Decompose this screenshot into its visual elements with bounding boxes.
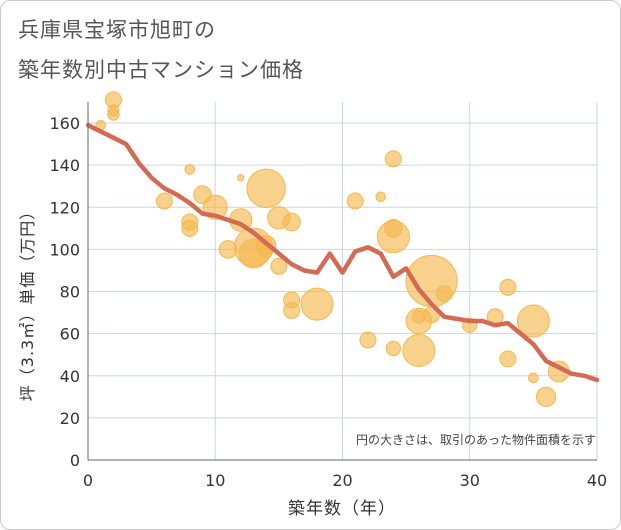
y-axis-label: 坪（3.3㎡）単価（万円） [18,203,37,401]
bubble-point [283,301,301,319]
x-tick-label: 30 [460,471,480,490]
bubble-point [346,192,364,210]
y-tick-label: 120 [49,198,80,217]
x-tick-label: 40 [587,471,607,490]
bubble-point [282,212,301,232]
y-tick-label: 80 [60,283,80,302]
trend-line-layer [85,122,600,383]
gridlines [88,102,598,460]
y-tick-label: 40 [60,367,80,386]
bubble-point [107,108,120,121]
trend-line [85,122,600,383]
bubble-point [384,150,402,168]
bubble-point [528,372,539,384]
bubble-layer [95,91,570,407]
bubble-point [536,386,557,407]
y-tick-label: 140 [49,156,80,175]
bubble-point [385,340,402,357]
y-tick-label: 60 [60,325,80,344]
bubble-point [499,278,517,296]
x-axis-label: 築年数（年） [288,499,396,519]
bubble-point [435,285,453,303]
bubble-point [155,192,173,210]
bubble-point [184,164,196,175]
bubble-point [181,219,199,237]
bubble-point [246,168,286,209]
x-tick-label: 10 [205,471,225,490]
bubble-point [499,350,517,368]
x-tick-label: 20 [332,471,352,490]
x-tick-label: 0 [83,471,93,490]
bubble-point [516,304,550,338]
y-tick-label: 0 [70,451,80,470]
y-tick-label: 160 [49,114,80,133]
axes: 0 10 20 30 40 0 20 40 60 80 100 120 140 160 [49,102,607,490]
chart-title-line1: 兵庫県宝塚市旭町の [18,18,216,42]
bubble-point [237,174,245,182]
bubble-point [300,287,334,321]
chart-title-line2: 築年数別中古マンション価格 [18,58,304,82]
bubble-size-note: 円の大きさは、取引のあった物件面積を示す [356,432,596,447]
bubble-point [359,331,377,349]
bubble-point [376,220,410,254]
bubble-point [402,333,436,367]
bubble-point [270,257,288,275]
bubble-point [375,191,386,203]
y-tick-label: 100 [49,240,80,259]
y-tick-label: 20 [60,409,80,428]
